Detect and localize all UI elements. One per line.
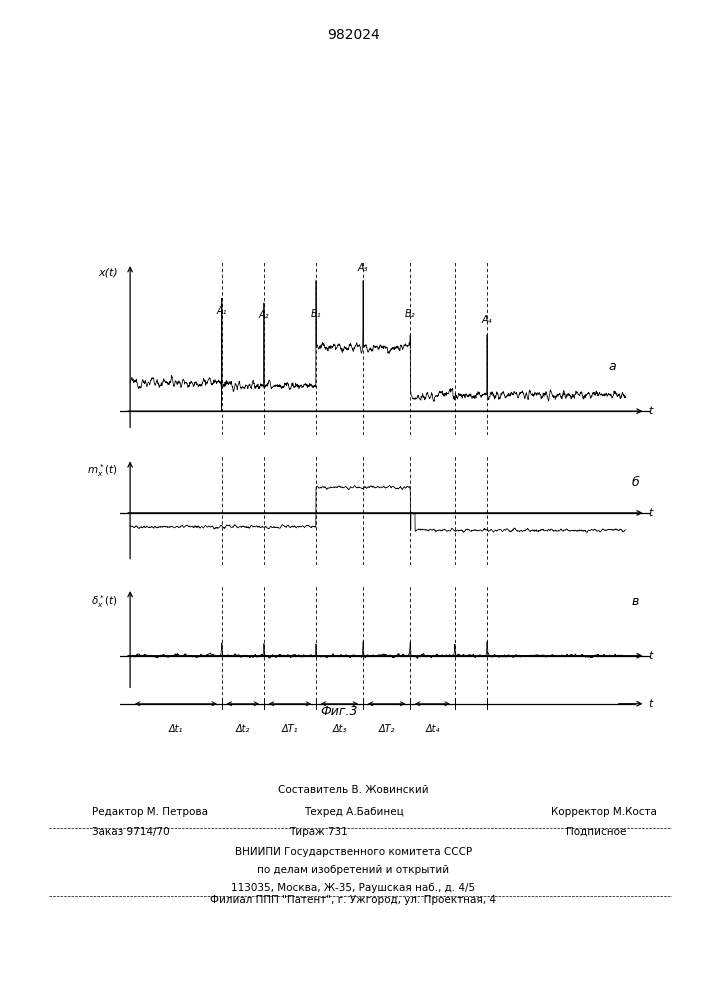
Text: A₂: A₂ [259,310,269,320]
Text: A₃: A₃ [358,263,368,273]
Text: Составитель В. Жовинский: Составитель В. Жовинский [278,785,429,795]
Text: 982024: 982024 [327,28,380,42]
Text: $\delta^*_x(t)$: $\delta^*_x(t)$ [90,593,117,610]
Text: ΔT₂: ΔT₂ [378,724,395,734]
Text: 113035, Москва, Ж-35, Раушская наб., д. 4/5: 113035, Москва, Ж-35, Раушская наб., д. … [231,883,476,893]
Text: ΔT₁: ΔT₁ [281,724,298,734]
Text: B₂: B₂ [405,309,416,319]
Text: Δt₂: Δt₂ [235,724,250,734]
Text: б: б [632,476,640,489]
Text: t: t [648,508,653,518]
Text: a: a [608,360,616,373]
Text: Фиг.3: Фиг.3 [320,705,358,718]
Text: Филиал ППП "Патент", г. Ужгород, ул. Проектная, 4: Филиал ППП "Патент", г. Ужгород, ул. Про… [211,895,496,905]
Text: t: t [648,651,653,661]
Text: Δt₄: Δt₄ [425,724,440,734]
Text: x(t): x(t) [98,268,117,278]
Text: A₁: A₁ [216,306,227,316]
Text: Тираж 731: Тираж 731 [288,827,348,837]
Text: A₄: A₄ [481,315,492,325]
Text: Δt₃: Δt₃ [332,724,346,734]
Text: B₁: B₁ [310,309,321,319]
Text: t: t [648,406,653,416]
Text: Редактор М. Петрова: Редактор М. Петрова [92,807,208,817]
Text: Подписное: Подписное [566,827,626,837]
Text: Δt₁: Δt₁ [169,724,183,734]
Text: ВНИИПИ Государственного комитета СССР: ВНИИПИ Государственного комитета СССР [235,847,472,857]
Text: в: в [632,595,639,608]
Text: $m^*_x(t)$: $m^*_x(t)$ [87,462,117,479]
Text: Техред А.Бабинец: Техред А.Бабинец [304,807,404,817]
Text: Заказ 9714/70: Заказ 9714/70 [92,827,170,837]
Text: Корректор М.Коста: Корректор М.Коста [551,807,658,817]
Text: t: t [648,699,653,709]
Text: по делам изобретений и открытий: по делам изобретений и открытий [257,865,450,875]
